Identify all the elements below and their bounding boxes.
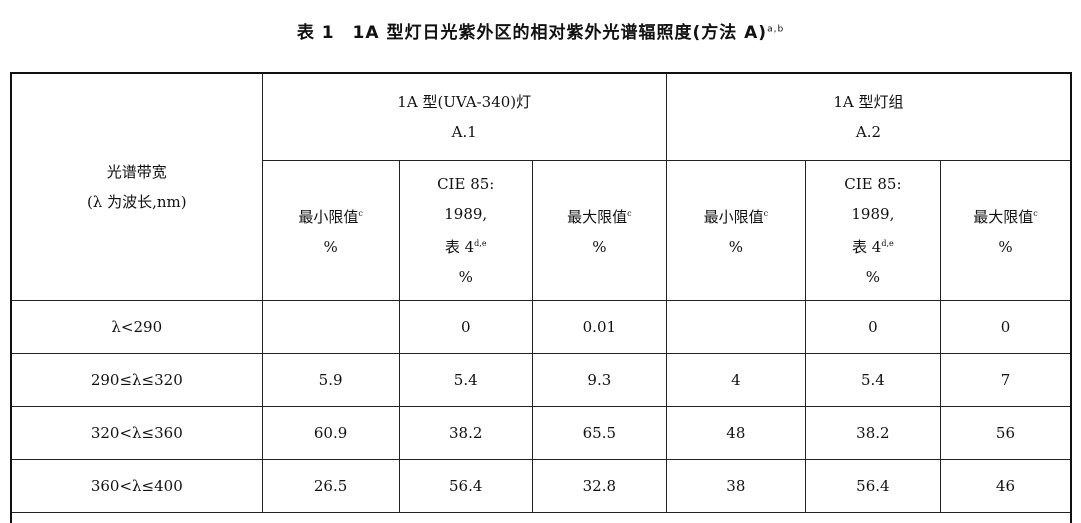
value-cell: 65.5 (532, 407, 666, 460)
header-band: 光谱带宽(λ 为波长,nm) (11, 73, 262, 301)
band-cell: 290≤λ≤320 (11, 354, 262, 407)
value-cell: 0.01 (532, 301, 666, 354)
band-cell: 360<λ≤400 (11, 460, 262, 513)
value-cell: 0 (805, 301, 940, 354)
title-footnote: a,b (767, 24, 784, 34)
value-cell: 5.4 (399, 354, 532, 407)
header-min: 最小限值c% (262, 161, 399, 301)
band-cell: 320<λ≤360 (11, 407, 262, 460)
header-min: 最小限值c% (666, 161, 805, 301)
value-cell: 32.8 (532, 460, 666, 513)
value-cell: 48 (666, 407, 805, 460)
value-cell: 56 (940, 407, 1071, 460)
value-cell: 38 (666, 460, 805, 513)
value-cell: 38.2 (399, 407, 532, 460)
value-cell: 7 (940, 354, 1071, 407)
value-cell: 38.2 (805, 407, 940, 460)
value-cell: 9.3 (532, 354, 666, 407)
value-cell: 56.4 (399, 460, 532, 513)
value-cell: 26.5 (262, 460, 399, 513)
title-text: 表 1 1A 型灯日光紫外区的相对紫外光谱辐照度(方法 A) (297, 23, 767, 43)
header-cie: CIE 85:1989,表 4d,e% (805, 161, 940, 301)
value-cell: 4 (666, 354, 805, 407)
value-cell: 0 (940, 301, 1071, 354)
table-title: 表 1 1A 型灯日光紫外区的相对紫外光谱辐照度(方法 A)a,b (0, 18, 1081, 43)
value-cell: 0 (399, 301, 532, 354)
value-cell: 46 (940, 460, 1071, 513)
header-max: 最大限值c% (532, 161, 666, 301)
value-cell: 5.9 (262, 354, 399, 407)
value-cell: 60.9 (262, 407, 399, 460)
header-max: 最大限值c% (940, 161, 1071, 301)
value-cell (262, 301, 399, 354)
header-cie: CIE 85:1989,表 4d,e% (399, 161, 532, 301)
value-cell (666, 301, 805, 354)
value-cell: 56.4 (805, 460, 940, 513)
value-cell: 5.4 (805, 354, 940, 407)
band-cell: λ<290 (11, 301, 262, 354)
